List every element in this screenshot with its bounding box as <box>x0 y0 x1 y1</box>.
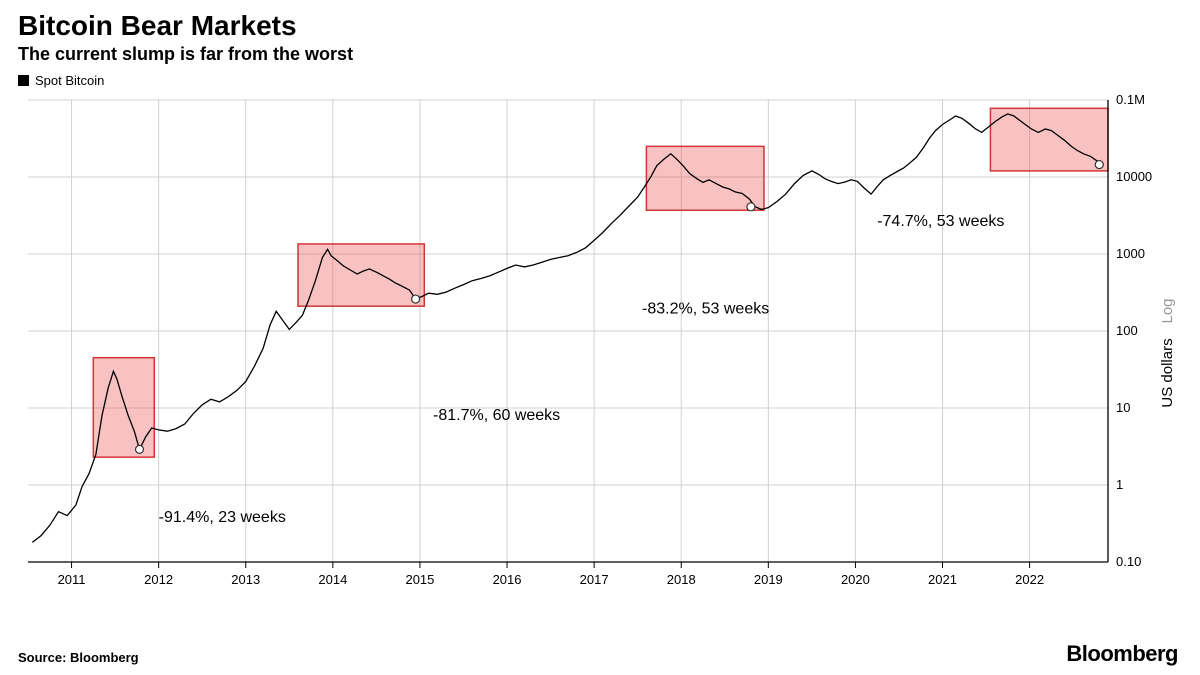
svg-text:2013: 2013 <box>231 572 260 587</box>
svg-text:0.1M: 0.1M <box>1116 92 1145 107</box>
y-axis-scale-label: Log <box>1159 298 1176 323</box>
source-text: Source: Bloomberg <box>18 650 139 665</box>
svg-text:2014: 2014 <box>318 572 347 587</box>
bear-market-box <box>93 358 154 457</box>
drawdown-annotation: -74.7%, 53 weeks <box>877 213 1004 230</box>
chart-area: 0.10 1 10 100 1000 10000 0.1M 2011 2012 2013 2014 2… <box>18 92 1182 602</box>
chart-subtitle: The current slump is far from the worst <box>18 44 1182 65</box>
low-marker <box>747 203 755 211</box>
y-axis-title: US dollars <box>1159 338 1176 407</box>
svg-text:2012: 2012 <box>144 572 173 587</box>
legend: Spot Bitcoin <box>18 73 1182 88</box>
svg-text:2011: 2011 <box>58 572 86 587</box>
svg-text:10: 10 <box>1116 400 1130 415</box>
drawdown-annotation: -91.4%, 23 weeks <box>159 509 286 526</box>
svg-text:10000: 10000 <box>1116 169 1152 184</box>
svg-text:2022: 2022 <box>1015 572 1044 587</box>
low-marker <box>412 295 420 303</box>
low-marker <box>135 445 143 453</box>
svg-text:2018: 2018 <box>667 572 696 587</box>
svg-text:1: 1 <box>1116 477 1123 492</box>
svg-text:2021: 2021 <box>928 572 957 587</box>
svg-text:0.10: 0.10 <box>1116 554 1141 569</box>
svg-text:1000: 1000 <box>1116 246 1145 261</box>
svg-text:2016: 2016 <box>493 572 522 587</box>
bear-market-box <box>990 108 1108 171</box>
brand-logo: Bloomberg <box>1066 641 1178 667</box>
svg-text:2015: 2015 <box>405 572 434 587</box>
svg-text:2019: 2019 <box>754 572 783 587</box>
low-marker <box>1095 161 1103 169</box>
drawdown-annotation: -83.2%, 53 weeks <box>642 300 769 317</box>
drawdown-annotation: -81.7%, 60 weeks <box>433 407 560 424</box>
legend-label: Spot Bitcoin <box>35 73 104 88</box>
svg-text:2017: 2017 <box>580 572 609 587</box>
chart-svg: 0.10 1 10 100 1000 10000 0.1M 2011 2012 2013 2014 2… <box>18 92 1182 602</box>
bear-market-box <box>646 146 764 210</box>
legend-swatch <box>18 75 29 86</box>
svg-text:100: 100 <box>1116 323 1138 338</box>
svg-text:2020: 2020 <box>841 572 870 587</box>
chart-title: Bitcoin Bear Markets <box>18 10 1182 42</box>
